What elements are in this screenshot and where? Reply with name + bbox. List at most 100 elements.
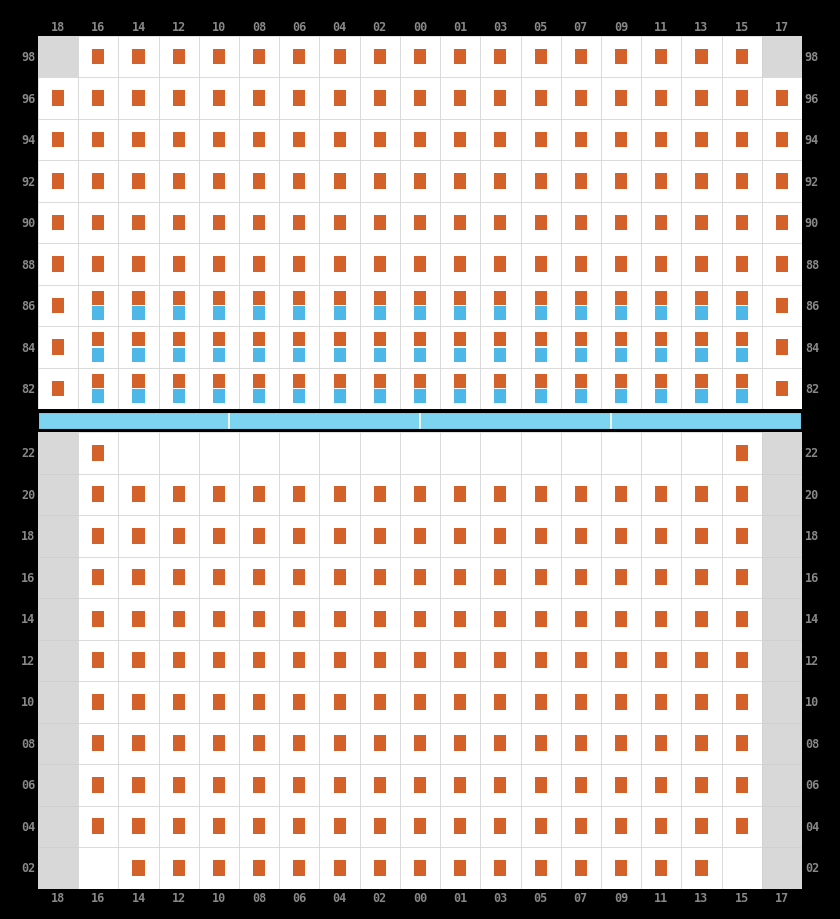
Bar	[521, 161, 561, 202]
Bar	[78, 640, 118, 681]
Bar	[333, 528, 345, 544]
Bar	[293, 819, 306, 834]
Bar	[534, 257, 547, 273]
Bar	[521, 806, 561, 847]
Bar	[360, 723, 400, 765]
Bar	[213, 611, 225, 627]
Bar	[722, 681, 762, 723]
Bar	[534, 487, 547, 503]
Bar	[239, 474, 279, 516]
Bar	[253, 611, 265, 627]
Bar	[173, 487, 185, 503]
Bar	[360, 847, 400, 889]
Bar	[213, 736, 225, 752]
Bar	[293, 860, 306, 876]
Bar	[762, 327, 802, 369]
Bar	[360, 286, 400, 327]
Bar	[575, 487, 587, 503]
Bar	[414, 257, 426, 273]
Bar	[454, 174, 466, 189]
Bar	[762, 119, 802, 161]
Bar	[319, 765, 360, 806]
Bar	[722, 78, 762, 119]
Bar	[374, 307, 386, 321]
Bar	[575, 652, 587, 668]
Bar	[736, 487, 748, 503]
Bar	[52, 91, 64, 107]
Bar	[92, 570, 104, 585]
Bar	[601, 286, 641, 327]
Bar	[736, 291, 748, 305]
Bar	[374, 777, 386, 793]
Bar	[601, 598, 641, 640]
Bar	[521, 202, 561, 244]
Bar	[521, 474, 561, 516]
Bar	[575, 736, 587, 752]
Bar	[561, 640, 601, 681]
Bar	[414, 777, 426, 793]
Bar	[575, 215, 587, 232]
Bar	[534, 819, 547, 834]
Bar	[159, 681, 199, 723]
Bar	[414, 291, 426, 305]
Bar	[561, 474, 601, 516]
Bar	[133, 736, 144, 752]
Bar	[78, 723, 118, 765]
Bar	[92, 487, 104, 503]
Bar	[601, 433, 641, 474]
Bar	[575, 528, 587, 544]
Bar	[655, 570, 667, 585]
Bar	[736, 215, 748, 232]
Bar	[454, 348, 466, 363]
Bar	[440, 598, 480, 640]
Bar	[575, 694, 587, 710]
Bar	[173, 611, 185, 627]
Bar	[722, 433, 762, 474]
Bar	[696, 652, 707, 668]
Bar	[762, 723, 802, 765]
Bar	[440, 37, 480, 78]
Bar	[696, 736, 707, 752]
Bar	[601, 806, 641, 847]
Bar	[480, 765, 521, 806]
Bar	[279, 37, 319, 78]
Bar	[776, 381, 788, 397]
Bar	[293, 307, 306, 321]
Bar	[374, 528, 386, 544]
Bar	[414, 694, 426, 710]
Bar	[239, 847, 279, 889]
Bar	[374, 819, 386, 834]
Bar	[38, 806, 78, 847]
Bar	[159, 557, 199, 598]
Bar	[454, 307, 466, 321]
Bar	[213, 132, 225, 148]
Bar	[253, 291, 265, 305]
Bar	[681, 723, 722, 765]
Bar	[239, 327, 279, 369]
Bar	[534, 307, 547, 321]
Bar	[239, 681, 279, 723]
Bar	[38, 557, 78, 598]
Bar	[601, 847, 641, 889]
Bar	[173, 390, 185, 404]
Bar	[534, 333, 547, 346]
Bar	[696, 348, 707, 363]
Bar	[199, 765, 239, 806]
Bar	[333, 694, 345, 710]
Bar	[173, 333, 185, 346]
Bar	[736, 777, 748, 793]
Bar	[641, 723, 681, 765]
Bar	[213, 819, 225, 834]
Bar	[333, 819, 345, 834]
Bar	[400, 516, 440, 557]
Bar	[681, 433, 722, 474]
Bar	[534, 570, 547, 585]
Bar	[722, 598, 762, 640]
Bar	[480, 161, 521, 202]
Bar	[319, 244, 360, 286]
Bar	[159, 723, 199, 765]
Bar	[279, 244, 319, 286]
Bar	[722, 847, 762, 889]
Bar	[480, 327, 521, 369]
Bar	[199, 119, 239, 161]
